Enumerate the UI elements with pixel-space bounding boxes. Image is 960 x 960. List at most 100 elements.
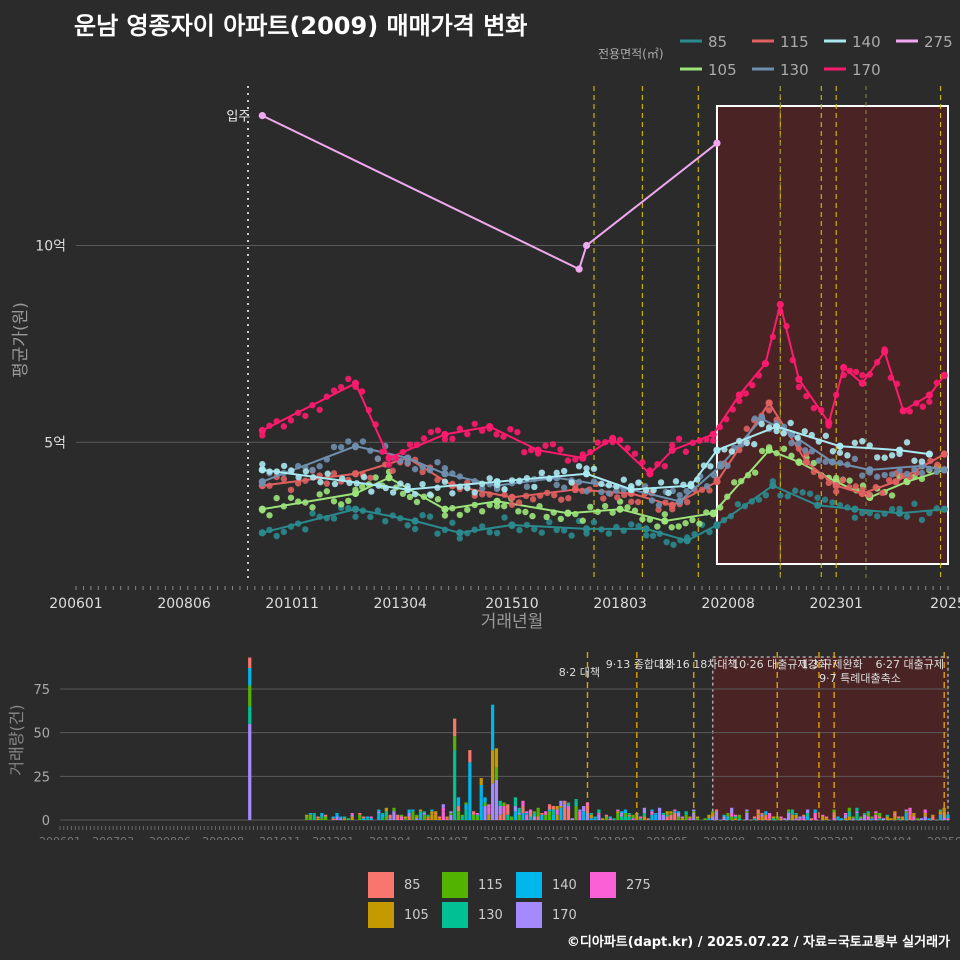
point-85 bbox=[813, 501, 822, 509]
volume-bar bbox=[912, 813, 916, 820]
policy-label: 10·26 대출규제강화 bbox=[732, 658, 828, 671]
point-130 bbox=[345, 438, 352, 445]
volume-bar-segment bbox=[361, 818, 366, 820]
point-85 bbox=[642, 525, 650, 533]
vol-x-tick-label: 201905 bbox=[646, 835, 688, 840]
point-130 bbox=[866, 466, 874, 474]
point-85 bbox=[568, 532, 575, 539]
point-115 bbox=[558, 496, 565, 503]
point-85 bbox=[456, 535, 464, 542]
volume-bar-segment bbox=[604, 814, 609, 817]
point-115 bbox=[515, 499, 523, 506]
point-140 bbox=[772, 422, 781, 431]
point-130 bbox=[523, 483, 531, 490]
volume-bar-segment bbox=[544, 813, 548, 815]
point-140 bbox=[553, 469, 560, 477]
legend-label-275: 275 bbox=[924, 33, 953, 51]
point-140 bbox=[538, 469, 546, 476]
volume-bar-segment bbox=[453, 718, 457, 737]
point-115 bbox=[614, 494, 621, 501]
volume-bar bbox=[756, 809, 760, 820]
point-105 bbox=[258, 505, 266, 513]
point-140 bbox=[672, 478, 680, 485]
point-105 bbox=[358, 483, 366, 491]
volume-bar-segment bbox=[430, 811, 434, 815]
point-140 bbox=[911, 457, 918, 464]
volume-bar bbox=[840, 818, 844, 820]
volume-bar-segment bbox=[494, 748, 499, 768]
volume-bar-segment bbox=[358, 814, 362, 819]
point-85 bbox=[419, 512, 426, 519]
volume-bar-segment bbox=[483, 806, 487, 820]
volume-bar-segment bbox=[453, 736, 457, 751]
point-85 bbox=[642, 532, 650, 539]
volume-bar-segment bbox=[528, 809, 533, 814]
point-170 bbox=[385, 454, 393, 462]
volume-bar-segment bbox=[821, 816, 825, 820]
point-170 bbox=[616, 436, 624, 444]
volume-bar-segment bbox=[730, 816, 734, 820]
point-85 bbox=[903, 513, 911, 520]
point-130 bbox=[751, 415, 759, 422]
volume-bar bbox=[407, 809, 411, 820]
point-140 bbox=[635, 479, 642, 486]
volume-bar-segment bbox=[540, 814, 544, 820]
point-170 bbox=[899, 407, 907, 415]
point-85 bbox=[508, 521, 516, 529]
volume-bar-segment bbox=[388, 814, 392, 817]
point-85 bbox=[799, 489, 806, 496]
point-105 bbox=[810, 459, 818, 467]
line-85 bbox=[262, 484, 945, 542]
volume-bar-segment bbox=[445, 816, 449, 819]
volume-bar-segment bbox=[335, 816, 339, 820]
point-170 bbox=[810, 404, 818, 412]
point-85 bbox=[280, 528, 288, 536]
point-85 bbox=[493, 529, 501, 537]
volume-bar bbox=[479, 778, 483, 820]
volume-bar-segment bbox=[320, 816, 324, 819]
volume-bar-segment bbox=[711, 811, 715, 814]
point-130 bbox=[940, 466, 948, 474]
volume-bar bbox=[472, 811, 476, 820]
volume-bar-segment bbox=[513, 806, 517, 812]
point-140 bbox=[713, 446, 721, 454]
volume-bar-segment bbox=[726, 814, 730, 817]
volume-bar-segment bbox=[695, 816, 700, 819]
volume-bar bbox=[836, 816, 840, 820]
volume-bar-segment bbox=[407, 809, 411, 814]
point-170 bbox=[514, 428, 521, 436]
point-130 bbox=[933, 468, 941, 476]
volume-bar-segment bbox=[938, 809, 943, 812]
volume-bar-segment bbox=[324, 816, 328, 820]
volume-bar-segment bbox=[805, 813, 810, 817]
volume-bar-segment bbox=[422, 813, 426, 815]
point-130 bbox=[478, 485, 486, 492]
volume-bar bbox=[453, 718, 457, 820]
volume-bar-segment bbox=[441, 811, 445, 820]
volume-bar-segment bbox=[468, 762, 472, 777]
point-115 bbox=[713, 478, 721, 486]
point-170 bbox=[925, 391, 933, 399]
volume-bar-segment bbox=[582, 811, 586, 820]
vol-x-tick-label: 200908 bbox=[202, 835, 244, 840]
volume-chart: 0 25 50 75 거래량(건) 200601 200703 200806 200908 201… bbox=[7, 652, 960, 840]
point-115 bbox=[600, 495, 607, 502]
volume-bar-segment bbox=[627, 816, 631, 820]
volume-bar-segment bbox=[415, 814, 419, 817]
point-170 bbox=[742, 390, 750, 397]
volume-bar bbox=[506, 804, 510, 820]
legend-label-115: 115 bbox=[780, 33, 809, 51]
highlight-range bbox=[715, 105, 950, 565]
volume-bar-segment bbox=[582, 809, 586, 812]
volume-bar-segment bbox=[589, 814, 593, 819]
point-85 bbox=[302, 526, 309, 533]
point-140 bbox=[324, 470, 331, 477]
volume-bar-segment bbox=[563, 800, 567, 805]
legend-label-105: 105 bbox=[708, 61, 737, 79]
point-130 bbox=[605, 490, 613, 497]
volume-bar bbox=[582, 806, 586, 820]
volume-bar bbox=[308, 813, 313, 820]
point-140 bbox=[568, 479, 575, 486]
point-130 bbox=[683, 487, 690, 495]
point-140 bbox=[280, 462, 288, 470]
